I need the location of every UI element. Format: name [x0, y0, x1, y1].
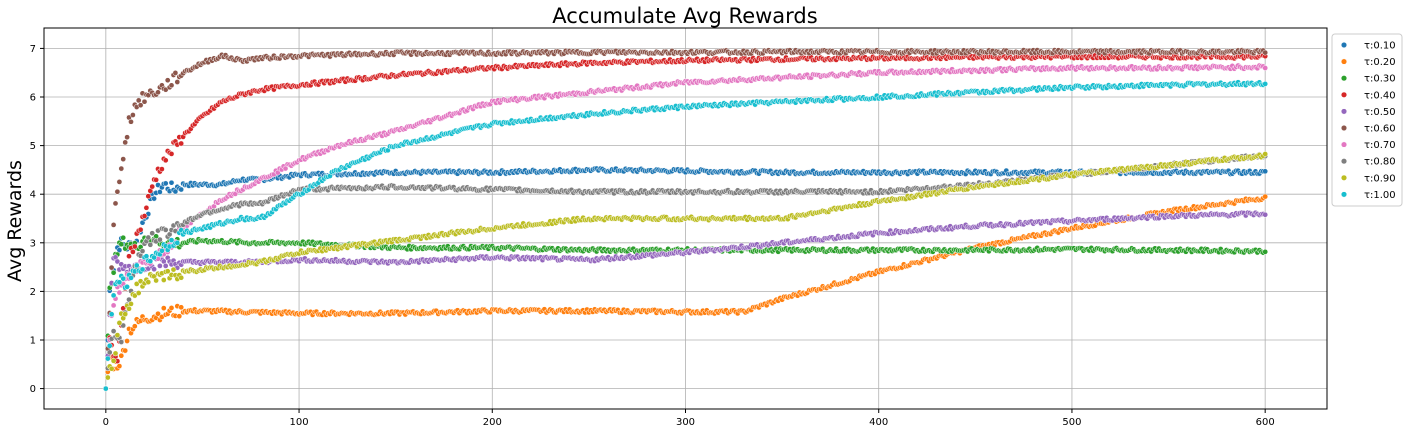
data-point	[123, 140, 128, 145]
data-point	[111, 270, 116, 275]
data-point	[161, 277, 166, 282]
data-point	[119, 166, 124, 171]
data-point	[150, 184, 155, 189]
data-point	[132, 324, 137, 329]
data-point	[157, 263, 162, 268]
data-point	[138, 227, 143, 232]
data-point	[109, 366, 114, 371]
data-point	[1263, 194, 1268, 199]
data-point	[125, 338, 130, 343]
data-point	[169, 151, 174, 156]
data-point	[115, 333, 120, 338]
data-point	[117, 364, 122, 369]
data-point	[169, 305, 174, 310]
data-point	[126, 254, 131, 259]
data-point	[161, 306, 166, 311]
data-point	[142, 99, 147, 104]
data-point	[1263, 50, 1268, 55]
data-point	[177, 314, 182, 319]
data-point	[121, 157, 126, 162]
data-point	[130, 112, 135, 117]
data-point	[142, 213, 147, 218]
data-point	[136, 290, 141, 295]
data-point	[150, 231, 155, 236]
data-point	[109, 265, 114, 270]
data-point	[113, 201, 118, 206]
data-point	[146, 235, 151, 240]
data-point	[111, 358, 116, 363]
data-point	[152, 267, 157, 272]
data-point	[1263, 65, 1268, 70]
data-point	[146, 194, 151, 199]
data-point	[1263, 212, 1268, 217]
data-point	[119, 242, 124, 247]
data-point	[121, 235, 126, 240]
data-point	[146, 280, 151, 285]
data-point	[179, 275, 184, 280]
data-point	[125, 135, 130, 140]
data-point	[1263, 169, 1268, 174]
data-point	[155, 90, 160, 95]
data-point	[111, 222, 116, 227]
data-point	[117, 179, 122, 184]
data-point	[169, 180, 174, 185]
data-point	[179, 141, 184, 146]
data-point	[111, 329, 116, 334]
data-point	[154, 278, 159, 283]
data-point	[128, 119, 133, 124]
data-point	[1263, 249, 1268, 254]
data-point	[130, 249, 135, 254]
data-point	[128, 301, 133, 306]
data-point	[157, 237, 162, 242]
data-point	[163, 263, 168, 268]
data-point	[123, 312, 128, 317]
data-point	[173, 70, 178, 75]
data-point	[117, 290, 122, 295]
data-point	[152, 196, 157, 201]
data-point	[119, 353, 124, 358]
data-point	[136, 98, 141, 103]
data-point	[111, 303, 116, 308]
data-point	[159, 167, 164, 172]
data-point	[132, 244, 137, 249]
data-point	[107, 350, 112, 355]
data-point	[115, 189, 120, 194]
data-point	[105, 375, 110, 380]
data-point	[126, 306, 131, 311]
data-point	[165, 78, 170, 83]
data-point	[179, 305, 184, 310]
data-point	[163, 181, 168, 186]
data-point	[144, 205, 149, 210]
data-point	[169, 83, 174, 88]
data-point	[175, 79, 180, 84]
data-point	[163, 227, 168, 232]
data-point	[171, 267, 176, 272]
data-point	[163, 158, 168, 163]
data-point	[119, 339, 124, 344]
data-point	[140, 249, 145, 254]
data-point	[154, 177, 159, 182]
data-point	[123, 348, 128, 353]
data-point	[148, 242, 153, 247]
data-point	[117, 320, 122, 325]
data-point	[179, 187, 184, 192]
data-point	[113, 351, 118, 356]
